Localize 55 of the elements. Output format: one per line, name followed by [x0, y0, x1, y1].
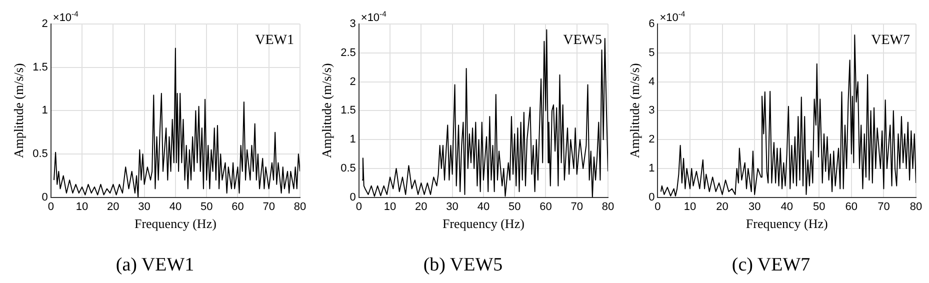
annotation: VEW1	[255, 33, 294, 48]
x-axis-title: Frequency (Hz)	[134, 216, 216, 231]
y-tick-label: 2.5	[340, 46, 356, 59]
y-axis-title: Amplitude (m/s/s)	[627, 63, 642, 158]
x-tick-label: 40	[477, 201, 490, 214]
x-tick-label: 40	[169, 201, 182, 214]
x-tick-label: 50	[813, 201, 826, 214]
x-tick-label: 10	[684, 201, 696, 214]
x-tick-label: 30	[748, 201, 761, 214]
y-tick-label: 6	[648, 18, 655, 30]
text: (c) VEW7	[732, 254, 810, 276]
text: (b) VEW5	[423, 254, 503, 276]
x-tick-label: 50	[200, 201, 213, 214]
y-tick-label: 0	[42, 191, 48, 204]
y-tick-label: 0	[350, 191, 356, 204]
y-tick-label: 1	[350, 134, 356, 146]
y-tick-label: 0.5	[340, 162, 356, 175]
x-tick-label: 40	[780, 201, 793, 214]
x-tick-label: 30	[138, 201, 150, 214]
annotation: VEW5	[563, 33, 602, 48]
x-tick-label: 60	[845, 201, 858, 214]
x-tick-label: 20	[107, 201, 120, 214]
y-axis-title: Amplitude (m/s/s)	[11, 63, 26, 158]
x-tick-label: 10	[384, 201, 396, 214]
x-axis-title: Frequency (Hz)	[746, 216, 828, 231]
x-tick-label: 30	[446, 201, 458, 214]
x-axis-title: Frequency (Hz)	[442, 216, 524, 231]
annotation: VEW7	[871, 33, 910, 48]
y-tick-label: 1	[648, 162, 655, 175]
x-tick-label: 80	[602, 201, 614, 214]
y-tick-label: 3	[648, 104, 655, 117]
x-tick-label: 60	[232, 201, 244, 214]
x-tick-label: 70	[570, 201, 583, 214]
x-tick-label: 80	[294, 201, 306, 214]
x-tick-label: 20	[716, 201, 728, 214]
y-tick-label: 1.5	[32, 61, 48, 74]
text: (a) VEW1	[116, 254, 194, 276]
y-tick-label: 1	[42, 104, 48, 117]
y-tick-label: 4	[648, 76, 655, 88]
y-tick-label: 1.5	[340, 104, 356, 117]
y-tick-label: 2	[648, 134, 655, 146]
x-tick-label: 70	[878, 201, 890, 214]
y-tick-label: 2	[350, 76, 356, 88]
x-tick-label: 10	[76, 201, 88, 214]
x-tick-label: 60	[540, 201, 552, 214]
x-tick-label: 70	[262, 201, 275, 214]
y-tick-label: 0	[648, 191, 655, 204]
y-axis-title: Amplitude (m/s/s)	[319, 63, 334, 158]
y-tick-label: 3	[350, 18, 356, 30]
x-tick-label: 50	[508, 201, 521, 214]
x-tick-label: 20	[415, 201, 428, 214]
y-tick-label: 0.5	[32, 148, 48, 160]
x-tick-label: 80	[910, 201, 922, 214]
y-tick-label: 2	[42, 18, 48, 30]
y-tick-label: 5	[648, 46, 655, 59]
